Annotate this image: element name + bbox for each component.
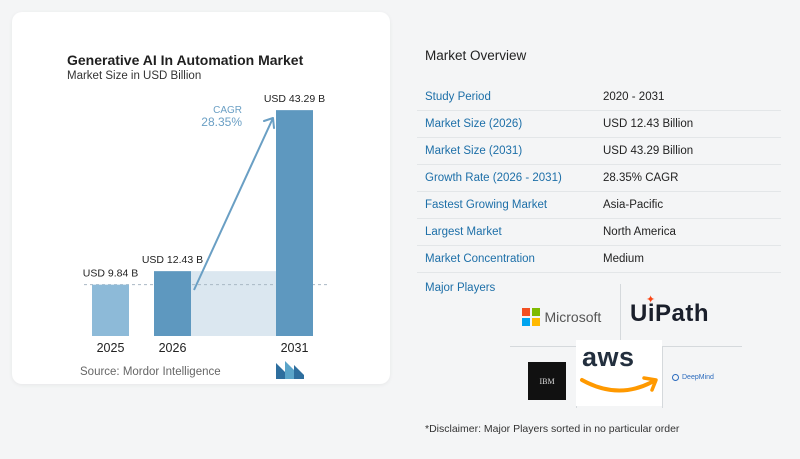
overview-key: Market Size (2031) — [417, 137, 603, 165]
tick-label: 2026 — [159, 341, 187, 355]
overview-key: Study Period — [417, 84, 603, 111]
overview-row: Market Size (2026) USD 12.43 Billion — [417, 110, 781, 138]
overview-row: Market Size (2031) USD 43.29 Billion — [417, 137, 781, 165]
microsoft-logo: Microsoft — [522, 308, 601, 326]
market-overview-table: Study Period 2020 - 2031 Market Size (2026… — [417, 84, 781, 273]
overview-value: Asia-Pacific — [603, 191, 781, 219]
data-label: USD 9.84 B — [83, 268, 138, 280]
tick-label: 2031 — [281, 341, 309, 355]
microsoft-icon — [522, 308, 540, 326]
overview-key: Largest Market — [417, 218, 603, 246]
bar — [154, 271, 191, 336]
major-players-logos: Microsoft UiPath ✦ IBM aws DeepMind — [510, 284, 742, 408]
overview-row: Market Concentration Medium — [417, 245, 781, 273]
growth-band — [191, 271, 276, 336]
cagr-arrowhead — [263, 117, 275, 129]
divider — [620, 284, 621, 346]
deepmind-icon — [672, 374, 679, 381]
uipath-logo: UiPath — [630, 300, 710, 327]
data-label: USD 43.29 B — [264, 93, 325, 105]
mordor-logo-icon — [276, 361, 304, 379]
overview-value: Medium — [603, 245, 781, 273]
ibm-logo: IBM — [528, 362, 566, 400]
bar — [92, 284, 129, 336]
bar — [276, 110, 313, 336]
major-players-label: Major Players — [425, 282, 496, 294]
overview-row: Study Period 2020 - 2031 — [417, 84, 781, 111]
overview-value: North America — [603, 218, 781, 246]
overview-value: USD 12.43 Billion — [603, 110, 781, 138]
overview-key: Market Concentration — [417, 245, 603, 273]
data-label: USD 12.43 B — [142, 254, 203, 266]
market-overview-title: Market Overview — [425, 48, 527, 63]
chart-title: Generative AI In Automation Market — [67, 52, 304, 68]
overview-row: Growth Rate (2026 - 2031) 28.35% CAGR — [417, 164, 781, 192]
overview-key: Fastest Growing Market — [417, 191, 603, 219]
cagr-value: 28.35% — [201, 115, 242, 129]
disclaimer-text: *Disclaimer: Major Players sorted in no … — [425, 423, 680, 435]
overview-row: Largest Market North America — [417, 218, 781, 246]
overview-value: 2020 - 2031 — [603, 84, 781, 111]
uipath-spark-icon: ✦ — [646, 294, 656, 306]
aws-logo-box — [576, 340, 662, 406]
overview-value: USD 43.29 Billion — [603, 137, 781, 165]
overview-row: Fastest Growing Market Asia-Pacific — [417, 191, 781, 219]
cagr-label: CAGR — [213, 105, 242, 116]
source-text: Source: Mordor Intelligence — [80, 366, 221, 378]
bar-chart: USD 9.84 B 2025 USD 12.43 B 2026 USD 43.29 B… — [83, 93, 330, 355]
aws-smile-icon — [580, 376, 658, 393]
deepmind-logo: DeepMind — [672, 374, 714, 381]
divider — [662, 346, 663, 408]
tick-label: 2025 — [97, 341, 125, 355]
overview-key: Growth Rate (2026 - 2031) — [417, 164, 603, 192]
cagr-arrow — [193, 117, 274, 291]
chart-subtitle: Market Size in USD Billion — [67, 70, 202, 82]
overview-value: 28.35% CAGR — [603, 164, 781, 192]
aws-logo: aws — [582, 342, 635, 372]
overview-key: Market Size (2026) — [417, 110, 603, 138]
